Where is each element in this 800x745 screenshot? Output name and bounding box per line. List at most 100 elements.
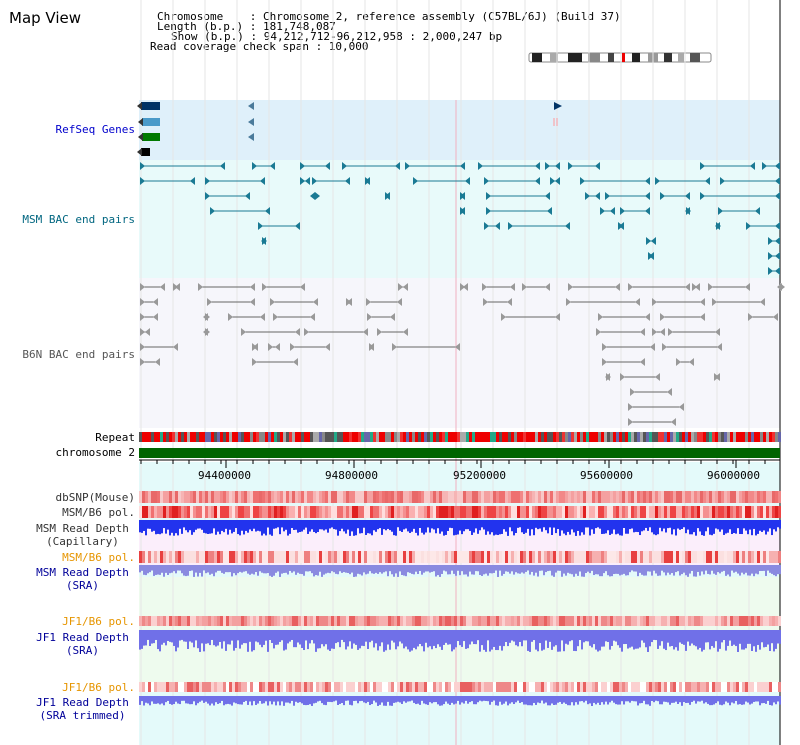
msm-bac-end: [655, 177, 660, 185]
track-label-refseq[interactable]: RefSeq Genes: [55, 123, 135, 136]
msm-bac-end: [718, 207, 723, 215]
msm-bac-end: [365, 177, 370, 185]
b6n-bac-end: [708, 283, 713, 291]
b6n-bac-end: [510, 283, 515, 291]
msm-bac-end: [495, 222, 500, 230]
msm-bac-end: [755, 207, 760, 215]
b6n-bac-end: [252, 358, 257, 366]
msm-bac-end: [385, 192, 390, 200]
b6n-bac-end: [715, 328, 720, 336]
b6n-bac-end: [501, 313, 506, 321]
refseq-gene-arrow: [248, 133, 254, 141]
b6n-bac-end: [555, 313, 560, 321]
msm-bac-end: [775, 162, 780, 170]
gene-strand-arrow: [137, 102, 142, 110]
msm-bac-end: [245, 192, 250, 200]
refseq-gene-arrow: [554, 102, 562, 110]
b6n-bac-end: [630, 388, 635, 396]
msm-bac-end: [705, 177, 710, 185]
msm-bac-end: [395, 162, 400, 170]
b6n-bac-end: [140, 298, 145, 306]
msm-bac-end: [460, 162, 465, 170]
refseq-track-bg: [139, 100, 780, 160]
axis-tick-1: 94400000: [198, 469, 251, 482]
b6n-bac-end: [241, 328, 246, 336]
msm-bac-end: [746, 222, 751, 230]
b6n-bac-end: [397, 298, 402, 306]
gene-strand-arrow: [137, 148, 142, 156]
chromosome-ideogram[interactable]: [528, 52, 714, 64]
track-label-jf1-depth-sub: (SRA): [65, 644, 100, 657]
gene-strand-arrow: [138, 133, 143, 141]
msm-bac-end: [486, 192, 491, 200]
msm-bac-end: [619, 222, 624, 230]
msm-bac-end: [484, 177, 489, 185]
b6n-bac-end: [628, 418, 633, 426]
b6n-bac-end: [773, 313, 778, 321]
b6n-bac-end: [568, 283, 573, 291]
track-label-msm-b6-pol-2: MSM/B6 pol.: [62, 551, 135, 564]
b6n-bac-end: [598, 313, 603, 321]
msm-bac-end: [220, 162, 225, 170]
b6n-bac-end: [140, 313, 145, 321]
track-label-msm-b6-pol-1: MSM/B6 pol.: [62, 506, 135, 519]
msm-bac-end: [775, 252, 780, 260]
msm-bac-end: [190, 177, 195, 185]
msm-bac-end: [555, 177, 560, 185]
chromosome-bar: [139, 448, 780, 458]
msm-bac-end: [555, 162, 560, 170]
msm-bac-end: [325, 162, 330, 170]
b6n-bac-end: [628, 283, 633, 291]
msm-bac-end: [484, 222, 489, 230]
msm-bac-end: [610, 207, 615, 215]
b6n-bac-end: [403, 328, 408, 336]
b6n-bac-end: [398, 283, 403, 291]
b6n-bac-end: [620, 373, 625, 381]
msm-bac-end: [660, 192, 665, 200]
msm-bac-end: [535, 162, 540, 170]
msm-bac-track-bg: [139, 160, 780, 278]
b6n-bac-end: [596, 328, 601, 336]
b6n-bac-end: [455, 343, 460, 351]
b6n-bac-end: [198, 283, 203, 291]
axis-tick-3: 95200000: [453, 469, 506, 482]
msm-bac-end: [265, 207, 270, 215]
b6n-bac-end: [313, 298, 318, 306]
b6n-bac-end: [700, 298, 705, 306]
track-label-jf1-pol-2: JF1/B6 pol.: [62, 681, 135, 694]
b6n-bac-end: [507, 298, 512, 306]
b6n-bac-end: [155, 358, 160, 366]
msm-bac-end: [768, 237, 773, 245]
refseq-gene: [141, 102, 160, 110]
msm-bac-end: [750, 162, 755, 170]
msm-bac-end: [305, 177, 310, 185]
track-label-jf1-depth-trimmed: JF1 Read Depth: [36, 696, 129, 709]
b6n-bac-end: [153, 298, 158, 306]
track-label-msm-bac[interactable]: MSM BAC end pairs: [22, 213, 135, 226]
msm-bac-end: [775, 267, 780, 275]
msm-bac-end: [762, 162, 767, 170]
msm-bac-end: [252, 162, 257, 170]
msm-bac-end: [775, 192, 780, 200]
chromosome-info: Chromosome : Chromosome 2, reference ass…: [157, 10, 621, 23]
axis-tick-4: 95600000: [580, 469, 633, 482]
b6n-bac-end: [676, 358, 681, 366]
b6n-bac-track-bg: [139, 278, 780, 428]
b6n-bac-end: [748, 313, 753, 321]
b6n-bac-end: [295, 328, 300, 336]
msm-bac-end: [205, 192, 210, 200]
b6n-bac-end: [300, 283, 305, 291]
msm-bac-end: [595, 192, 600, 200]
msm-bac-end: [413, 177, 418, 185]
b6n-bac-end: [347, 298, 352, 306]
track-label-msm-depth-sra-sub: (SRA): [65, 579, 100, 592]
msm-bac-end: [568, 162, 573, 170]
b6n-bac-end: [260, 313, 265, 321]
b6n-bac-end: [160, 283, 165, 291]
b6n-bac-end: [390, 313, 395, 321]
axis-tick-5: 96000000: [707, 469, 760, 482]
msm-bac-end: [342, 162, 347, 170]
track-label-b6n-bac[interactable]: B6N BAC end pairs: [22, 348, 135, 361]
b6n-bac-end: [175, 283, 180, 291]
